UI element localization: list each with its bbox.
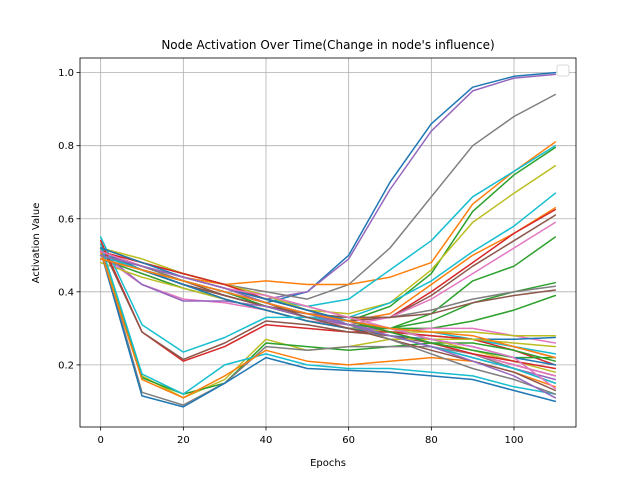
series-line-28 <box>99 250 557 408</box>
chart-title: Node Activation Over Time(Change in node… <box>161 38 494 52</box>
series-lines <box>99 71 557 408</box>
series-line-29 <box>99 243 557 395</box>
y-tick-label: 0.6 <box>58 214 74 225</box>
x-axis-label: Epochs <box>310 458 346 469</box>
x-tick-label: 40 <box>260 435 273 446</box>
x-tick-label: 0 <box>97 435 103 446</box>
x-tick-label: 60 <box>342 435 355 446</box>
y-axis-label: Activation Value <box>31 203 42 284</box>
grid-lines <box>80 58 576 427</box>
x-tick-label: 20 <box>177 435 190 446</box>
series-line-41 <box>99 254 557 399</box>
x-tick-label: 100 <box>504 435 523 446</box>
y-tick-label: 1.0 <box>58 68 74 79</box>
y-tick-label: 0.4 <box>58 287 74 298</box>
y-tick-label: 0.8 <box>58 141 74 152</box>
y-tick-label: 0.2 <box>58 360 74 371</box>
x-tick-label: 80 <box>425 435 438 446</box>
plot-frame <box>79 57 577 428</box>
legend-box <box>556 64 570 77</box>
series-line-23 <box>99 239 557 366</box>
axis-ticks: 0 20 40 60 80 100 0.2 0.4 0.6 0.8 1.0 <box>58 68 523 446</box>
series-line-42 <box>99 258 557 359</box>
